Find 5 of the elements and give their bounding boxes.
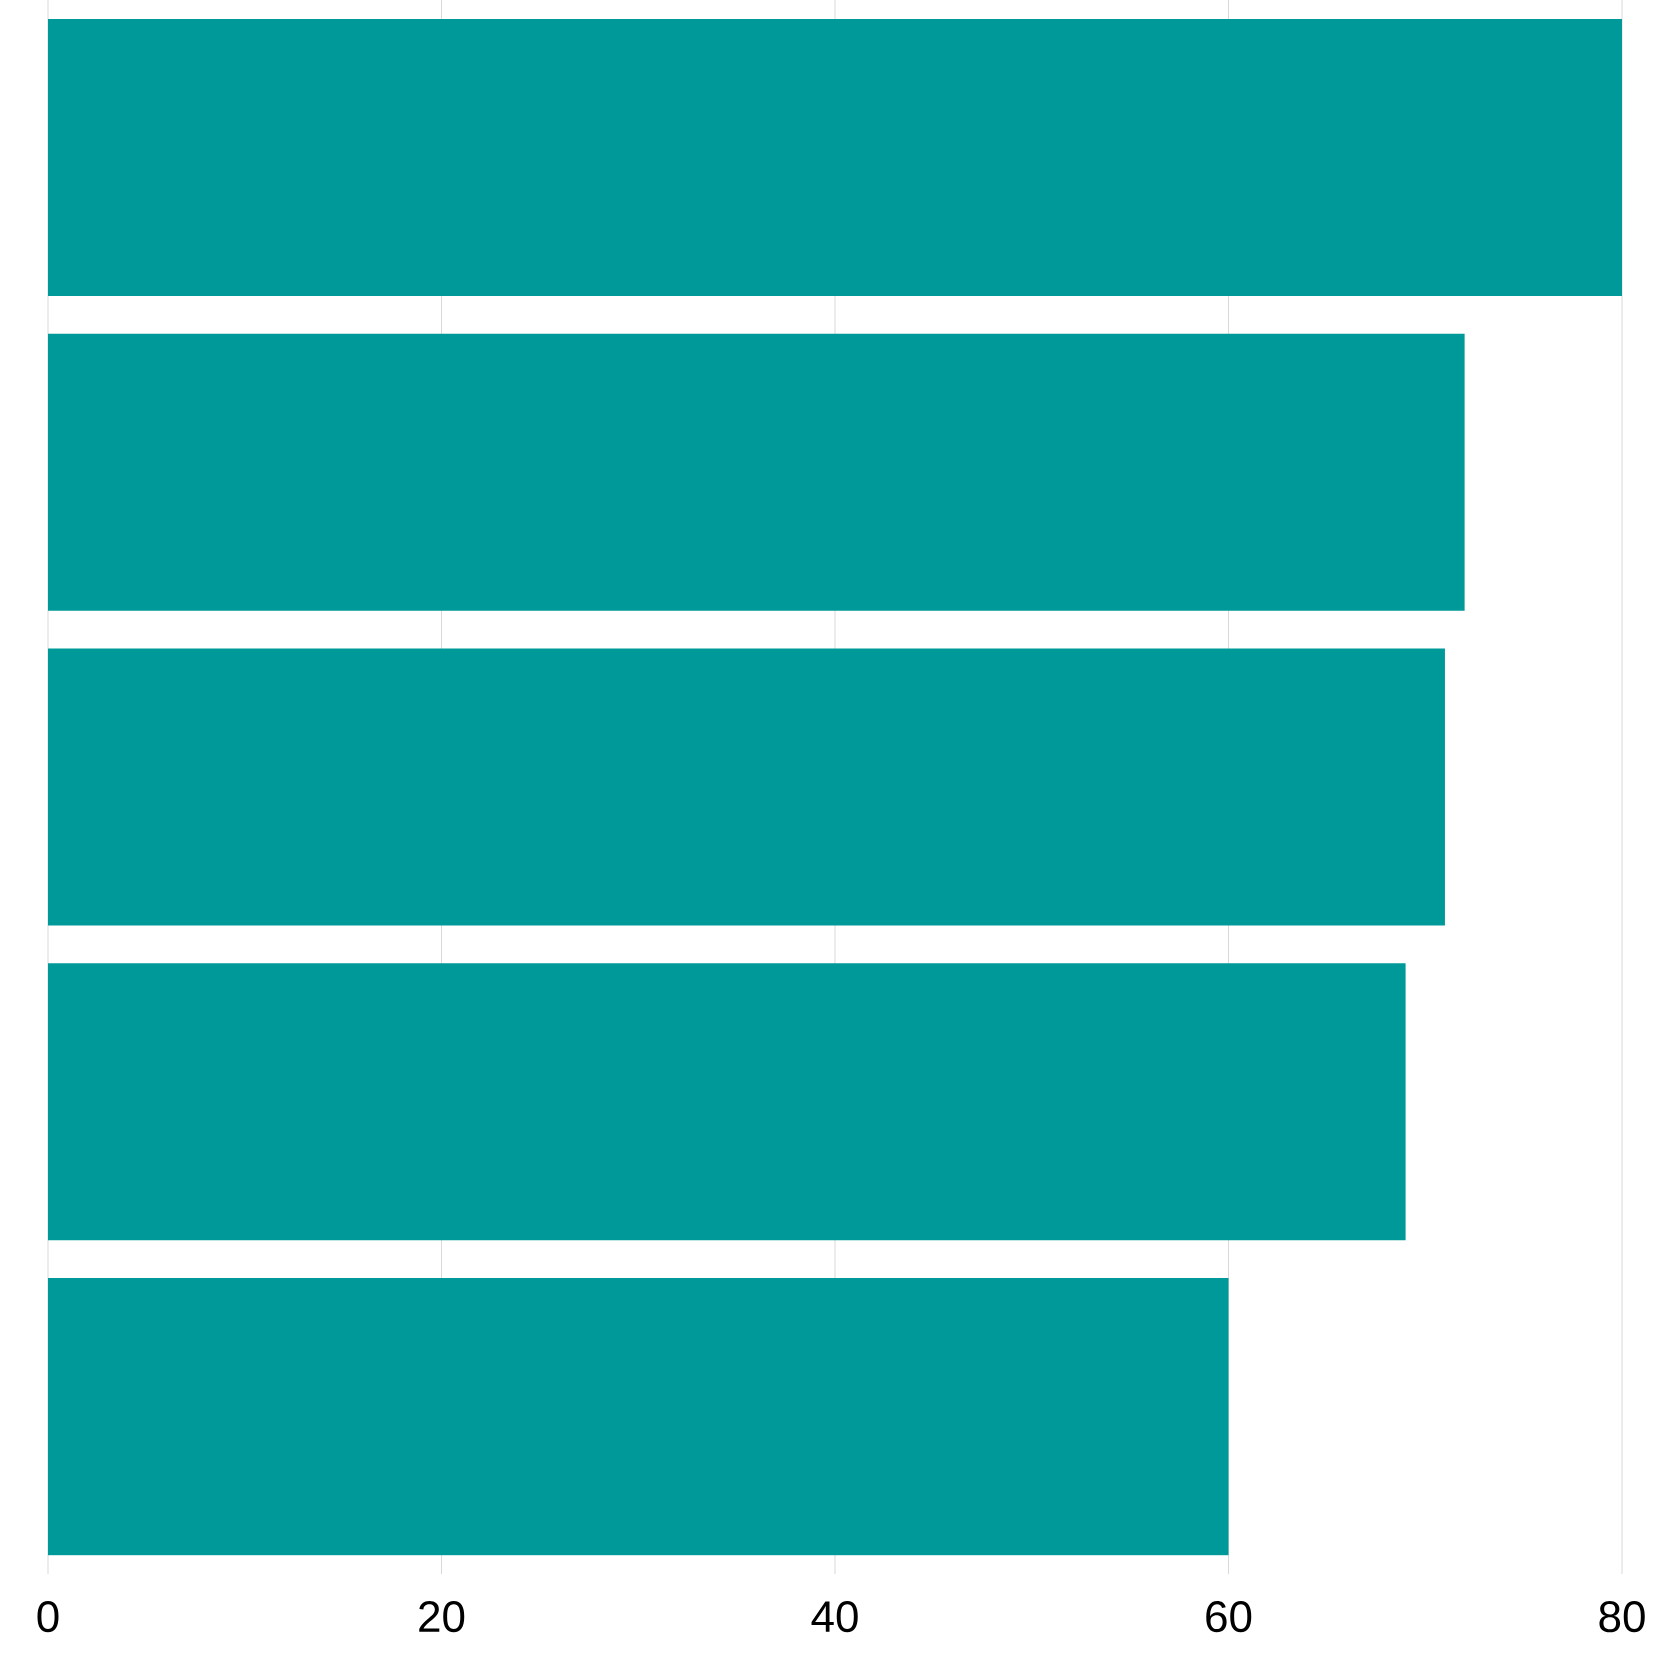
x-tick-label: 20: [419, 1601, 465, 1633]
x-tick-label: 60: [1206, 1601, 1252, 1633]
x-tick-label: 80: [1599, 1601, 1645, 1633]
x-tick-label: 40: [811, 1601, 858, 1633]
x-tick-label: 0: [37, 1601, 59, 1633]
